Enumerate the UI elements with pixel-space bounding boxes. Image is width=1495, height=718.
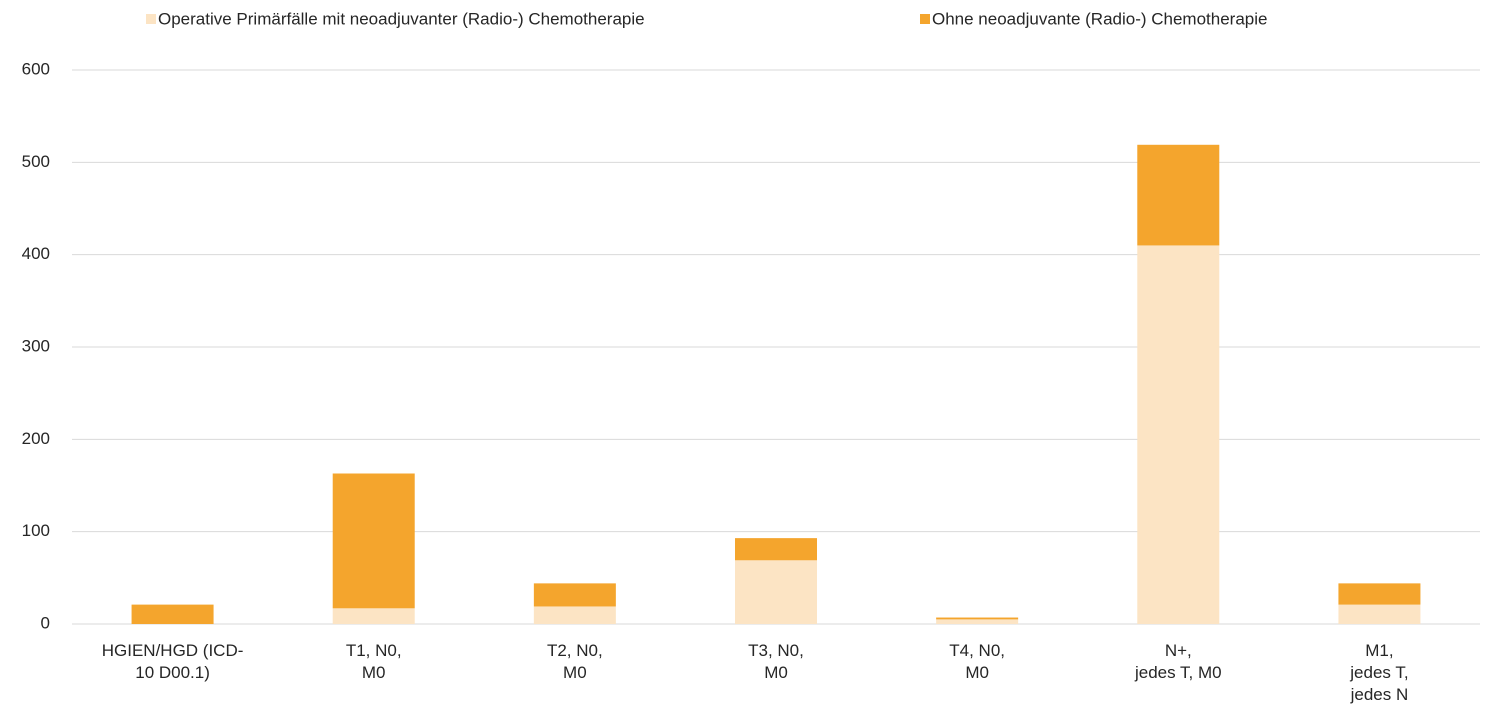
y-tick-label: 300: [22, 336, 50, 355]
bar-segment: [936, 619, 1019, 624]
x-tick-line: M0: [764, 663, 788, 682]
x-tick-label: T1, N0, M0: [346, 641, 402, 682]
x-tick-line: T4, N0,: [949, 641, 1005, 660]
bar-segment: [936, 617, 1019, 620]
x-tick-label: HGIEN/HGD (ICD- 10 D00.1): [102, 641, 244, 682]
y-tick-label: 100: [22, 521, 50, 540]
x-tick-line: jedes N: [1350, 685, 1409, 704]
x-tick-line: jedes T,: [1349, 663, 1408, 682]
y-tick-label: 600: [22, 59, 50, 78]
legend-swatch: [146, 14, 156, 24]
x-tick-label: T2, N0, M0: [547, 641, 603, 682]
y-tick-label: 200: [22, 429, 50, 448]
bar-segment: [332, 608, 415, 624]
x-tick-line: T3, N0,: [748, 641, 804, 660]
bar-segment: [131, 604, 214, 624]
x-tick-line: M0: [362, 663, 386, 682]
x-tick-line: M0: [563, 663, 587, 682]
legend-label: Ohne neoadjuvante (Radio-) Chemotherapie: [932, 9, 1267, 28]
bar-segment: [1137, 144, 1220, 246]
bar-segment: [1338, 604, 1421, 624]
x-tick-line: T1, N0,: [346, 641, 402, 660]
x-tick-line: HGIEN/HGD (ICD-: [102, 641, 244, 660]
x-tick-line: T2, N0,: [547, 641, 603, 660]
bar-segment: [533, 606, 616, 624]
y-tick-label: 500: [22, 152, 50, 171]
bar-segment: [332, 473, 415, 609]
x-tick-line: jedes T, M0: [1134, 663, 1222, 682]
x-tick-line: 10 D00.1): [135, 663, 210, 682]
x-tick-label: M1, jedes T, jedes N: [1349, 641, 1408, 704]
bar-segment: [735, 538, 817, 561]
bar-segment: [1137, 245, 1220, 624]
x-tick-line: N+,: [1165, 641, 1192, 660]
bar-segment: [533, 583, 616, 607]
y-tick-label: 0: [41, 613, 50, 632]
x-tick-label: T4, N0, M0: [949, 641, 1005, 682]
legend-label: Operative Primärfälle mit neoadjuvanter …: [158, 9, 645, 28]
bar-segment: [1338, 583, 1421, 605]
x-tick-line: M0: [965, 663, 989, 682]
bar-segment: [735, 560, 817, 624]
x-tick-label: T3, N0, M0: [748, 641, 804, 682]
x-tick-line: M1,: [1365, 641, 1393, 660]
x-tick-label: N+, jedes T, M0: [1134, 641, 1222, 682]
y-tick-label: 400: [22, 244, 50, 263]
legend-swatch: [920, 14, 930, 24]
